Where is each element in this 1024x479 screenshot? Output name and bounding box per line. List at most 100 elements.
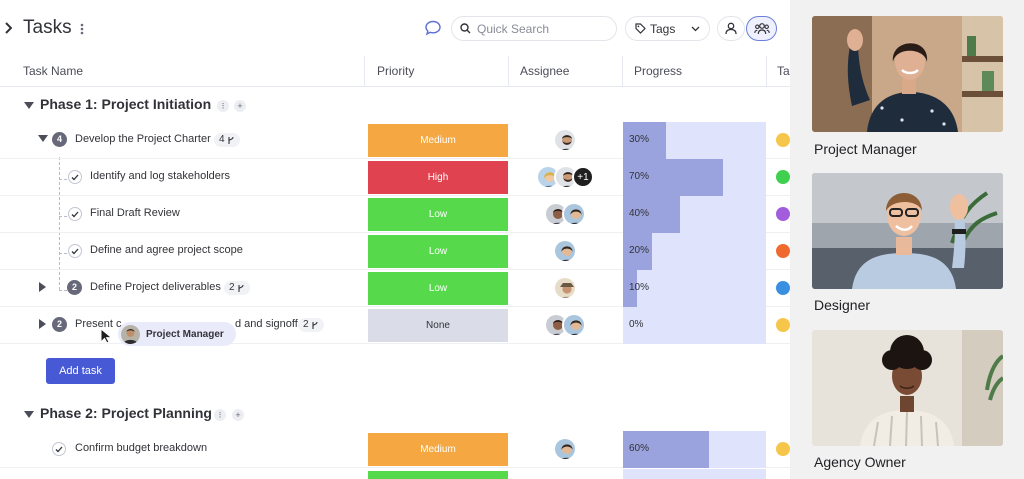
subtask-chip[interactable]: 2 [298,318,324,332]
assignee-cell[interactable] [520,313,610,337]
phase-more-icon[interactable]: ⁝ [217,100,229,112]
tag-icon [635,23,646,34]
assignee-cell[interactable]: +1 [520,165,610,189]
task-name[interactable]: Final Draft Review [90,207,180,219]
progress-cell[interactable]: 40% [623,196,766,233]
tag-dot[interactable] [776,244,790,258]
task-name[interactable]: Develop the Project Charter [75,133,211,145]
assignee-cell[interactable] [520,128,610,152]
priority-cell-partial [368,471,508,479]
task-name[interactable]: Define Project deliverables [90,281,221,293]
more-assignees-badge[interactable]: +1 [572,166,594,188]
participant-name: Project Manager [814,141,917,157]
subtask-chip[interactable]: 2 [224,281,250,295]
priority-cell[interactable]: High [368,161,508,194]
column-progress[interactable]: Progress [634,64,683,78]
column-task-name[interactable]: Task Name [23,64,84,78]
tasks-board: Tasks Tags Task Name Priority Assignee P… [0,0,790,479]
progress-bar-fill [623,122,666,159]
tag-dot[interactable] [776,442,790,456]
board-header: Tasks Tags [0,0,790,56]
assignee-cell[interactable] [520,437,610,461]
column-priority[interactable]: Priority [377,64,415,78]
avatar [553,437,577,461]
progress-cell[interactable]: 0% [623,307,766,344]
quick-search[interactable] [451,16,617,41]
search-input[interactable] [477,21,607,36]
page-title: Tasks [23,17,72,38]
progress-bar-fill [623,233,652,270]
priority-cell[interactable]: Low [368,235,508,268]
column-divider [364,56,365,87]
assignee-cell[interactable] [520,276,610,300]
avatar [553,276,577,300]
tag-dot[interactable] [776,281,790,295]
task-name[interactable]: Identify and log stakeholders [90,170,231,182]
column-assignee[interactable]: Assignee [520,64,570,78]
tag-dot[interactable] [776,207,790,221]
expand-triangle-icon[interactable] [39,282,47,292]
progress-cell[interactable]: 70% [623,159,766,196]
expand-sidebar-chevron-icon[interactable] [2,20,14,36]
add-task-button[interactable]: Add task [46,358,115,384]
subtask-branch-icon [228,136,234,144]
column-tags[interactable]: Ta [777,64,790,78]
assignee-cell[interactable] [520,239,610,263]
video-tile-designer[interactable] [812,173,1003,289]
priority-cell[interactable]: Medium [368,433,508,466]
phase-group-header: Phase 1: Project Initiation ⁝ + [0,90,790,122]
progress-cell[interactable]: 10% [623,270,766,307]
video-tile-project-manager[interactable] [812,16,1003,132]
subtask-count-badge: 2 [52,317,67,332]
progress-cell[interactable]: 60% [623,431,766,468]
tree-connector [59,157,60,290]
column-divider [622,56,623,87]
more-menu-icon[interactable] [78,21,86,37]
priority-cell[interactable]: None [368,309,508,342]
phase-add-icon[interactable]: + [232,409,244,421]
assignee-cell[interactable] [520,202,610,226]
person-view-button[interactable] [717,16,745,41]
table-row[interactable]: Confirm budget breakdown Medium 60% [0,431,790,468]
progress-cell[interactable]: 20% [623,233,766,270]
video-tile-agency-owner[interactable] [812,330,1003,446]
checkmark-icon[interactable] [52,442,66,456]
checkmark-icon[interactable] [68,207,82,221]
tag-dot[interactable] [776,318,790,332]
person-icon [725,22,737,35]
priority-cell[interactable]: Low [368,198,508,231]
table-row[interactable]: Define and agree project scope Low 20% [0,233,790,270]
progress-bar-fill [623,431,709,468]
priority-cell[interactable]: Medium [368,124,508,157]
phase-add-icon[interactable]: + [234,100,246,112]
avatar [562,202,586,226]
subtask-chip[interactable]: 4 [214,133,240,147]
priority-cell[interactable]: Low [368,272,508,305]
table-row[interactable]: Final Draft Review Low 40% [0,196,790,233]
tag-dot[interactable] [776,170,790,184]
task-name-start[interactable]: Present c [75,318,122,330]
collapse-triangle-icon[interactable] [24,102,34,110]
checkmark-icon[interactable] [68,170,82,184]
progress-bar-fill [623,270,638,307]
table-row[interactable]: Identify and log stakeholders High +1 70… [0,159,790,196]
checkmark-icon[interactable] [68,244,82,258]
table-row[interactable]: 4 Develop the Project Charter 4 Medium 3… [0,122,790,159]
team-view-button[interactable] [746,16,777,41]
tag-dot[interactable] [776,133,790,147]
progress-cell[interactable]: 30% [623,122,766,159]
collapse-triangle-icon[interactable] [38,135,48,143]
task-name[interactable]: Define and agree project scope [90,244,243,256]
table-row[interactable]: 2 Define Project deliverables 2 Low 10% [0,270,790,307]
tags-filter-dropdown[interactable]: Tags [625,16,710,41]
expand-triangle-icon[interactable] [39,319,47,329]
chat-bubble-icon[interactable] [424,19,442,37]
phase-title: Phase 1: Project Initiation [40,96,212,112]
collapse-triangle-icon[interactable] [24,411,34,419]
phase-more-icon[interactable]: ⁝ [214,409,226,421]
task-name-end[interactable]: d and signoff [235,318,298,330]
tree-connector [59,216,67,217]
collaborator-cursor-label: Project Manager [118,322,236,346]
table-row[interactable]: 2 Present c d and signoff 2 None 0% [0,307,790,344]
task-name[interactable]: Confirm budget breakdown [75,442,208,454]
